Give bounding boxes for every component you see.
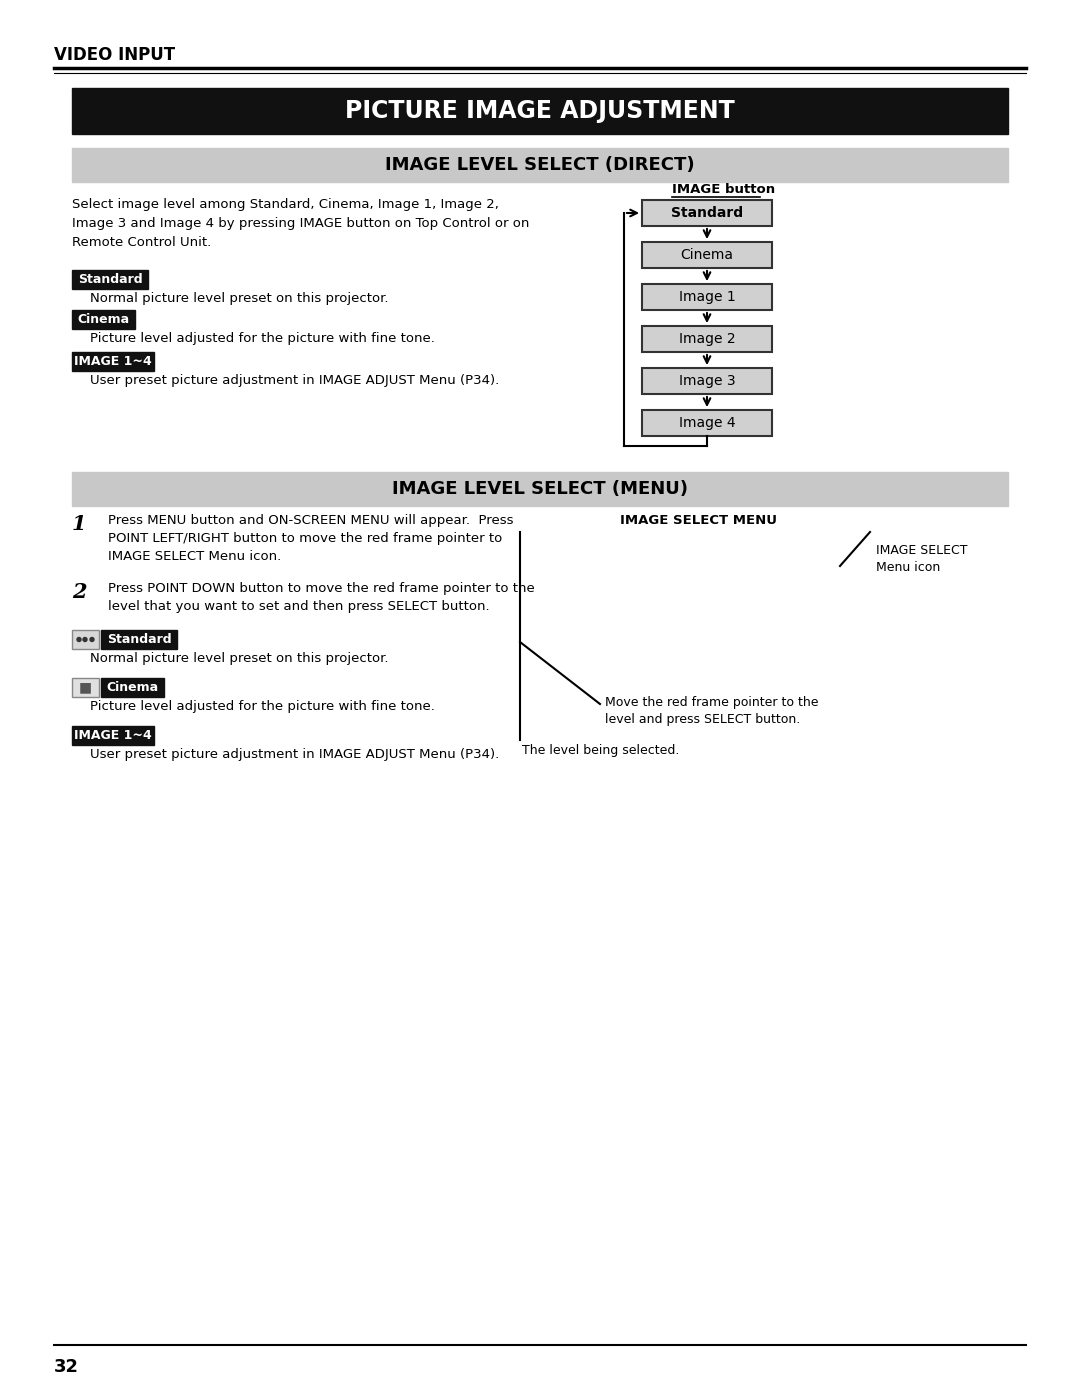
Bar xyxy=(72,472,1008,506)
Text: IMAGE 1~4: IMAGE 1~4 xyxy=(75,729,152,742)
Text: Standard: Standard xyxy=(78,272,143,286)
Text: Picture level adjusted for the picture with fine tone.: Picture level adjusted for the picture w… xyxy=(90,700,435,712)
Text: IMAGE 1~4: IMAGE 1~4 xyxy=(75,355,152,367)
Text: IMAGE SELECT
Menu icon: IMAGE SELECT Menu icon xyxy=(876,543,968,574)
Text: Press MENU button and ON-SCREEN MENU will appear.  Press
POINT LEFT/RIGHT button: Press MENU button and ON-SCREEN MENU wil… xyxy=(108,514,513,563)
Text: Picture level adjusted for the picture with fine tone.: Picture level adjusted for the picture w… xyxy=(90,332,435,345)
Text: Normal picture level preset on this projector.: Normal picture level preset on this proj… xyxy=(90,292,389,305)
Text: IMAGE LEVEL SELECT (MENU): IMAGE LEVEL SELECT (MENU) xyxy=(392,481,688,497)
Text: User preset picture adjustment in IMAGE ADJUST Menu (P34).: User preset picture adjustment in IMAGE … xyxy=(90,747,499,761)
Text: 2: 2 xyxy=(72,583,86,602)
Bar xyxy=(642,367,772,394)
Text: 1: 1 xyxy=(72,514,86,534)
Bar xyxy=(72,88,1008,134)
Bar xyxy=(72,726,154,745)
Text: PICTURE IMAGE ADJUSTMENT: PICTURE IMAGE ADJUSTMENT xyxy=(346,99,734,123)
Text: Cinema: Cinema xyxy=(106,680,158,694)
Text: Move the red frame pointer to the
level and press SELECT button.: Move the red frame pointer to the level … xyxy=(605,696,819,726)
Bar xyxy=(72,630,99,650)
Text: IMAGE LEVEL SELECT (DIRECT): IMAGE LEVEL SELECT (DIRECT) xyxy=(386,156,694,175)
Text: ■: ■ xyxy=(79,680,92,694)
Text: The level being selected.: The level being selected. xyxy=(522,745,679,757)
Bar xyxy=(642,409,772,436)
Bar xyxy=(72,310,135,330)
Text: Cinema: Cinema xyxy=(680,249,733,263)
Text: Normal picture level preset on this projector.: Normal picture level preset on this proj… xyxy=(90,652,389,665)
Text: Image 3: Image 3 xyxy=(678,374,735,388)
Text: User preset picture adjustment in IMAGE ADJUST Menu (P34).: User preset picture adjustment in IMAGE … xyxy=(90,374,499,387)
Text: Select image level among Standard, Cinema, Image 1, Image 2,
Image 3 and Image 4: Select image level among Standard, Cinem… xyxy=(72,198,529,249)
Circle shape xyxy=(83,637,87,641)
Text: Standard: Standard xyxy=(107,633,172,645)
Text: Image 4: Image 4 xyxy=(678,416,735,430)
Text: IMAGE SELECT MENU: IMAGE SELECT MENU xyxy=(620,514,777,527)
Bar xyxy=(642,284,772,310)
Bar xyxy=(642,326,772,352)
Bar xyxy=(642,242,772,268)
Text: Image 1: Image 1 xyxy=(678,291,735,305)
Text: Standard: Standard xyxy=(671,205,743,219)
Bar xyxy=(102,630,177,650)
Text: IMAGE button: IMAGE button xyxy=(672,183,775,196)
Bar xyxy=(72,148,1008,182)
Bar xyxy=(102,678,164,697)
Circle shape xyxy=(77,637,81,641)
Bar xyxy=(72,270,148,289)
Text: Press POINT DOWN button to move the red frame pointer to the
level that you want: Press POINT DOWN button to move the red … xyxy=(108,583,535,613)
Circle shape xyxy=(90,637,94,641)
Bar xyxy=(642,200,772,226)
Text: VIDEO INPUT: VIDEO INPUT xyxy=(54,46,175,64)
Text: Cinema: Cinema xyxy=(77,313,130,326)
Text: 32: 32 xyxy=(54,1358,79,1376)
Text: Image 2: Image 2 xyxy=(678,332,735,346)
Bar xyxy=(72,352,154,372)
Bar xyxy=(72,678,99,697)
